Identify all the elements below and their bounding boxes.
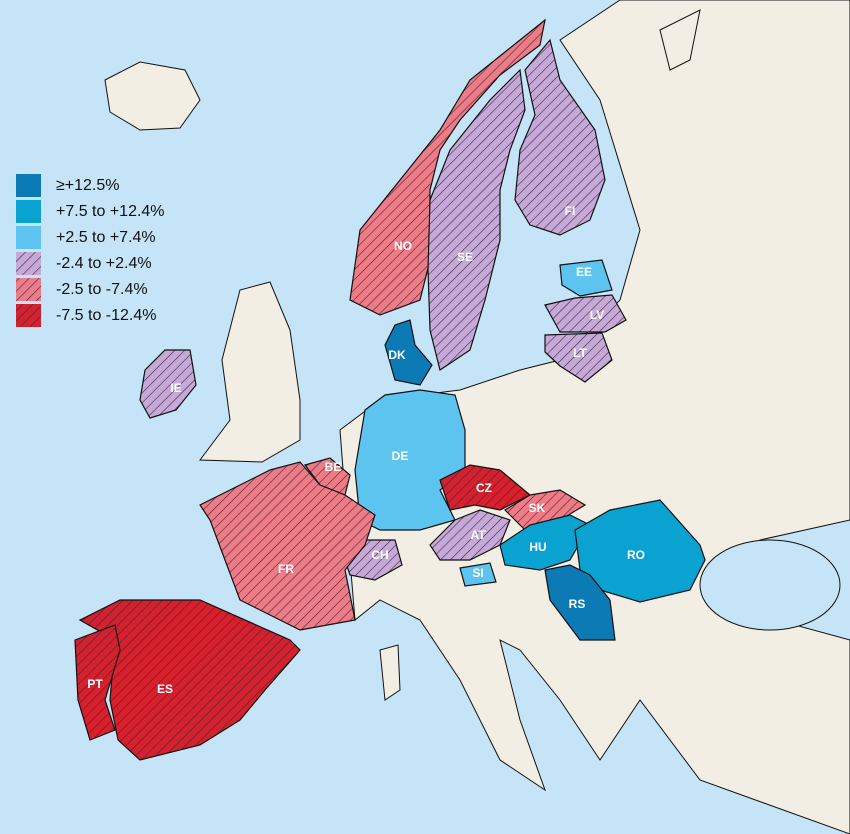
country: LT [544,332,613,383]
legend-swatch [16,226,41,249]
legend-label: ≥+12.5% [56,177,120,194]
legend-swatch [16,174,41,197]
country: SK [504,489,587,531]
country: RS [544,564,616,641]
legend-swatch [16,278,41,301]
country: AT [429,509,511,561]
legend-label: +7.5 to +12.4% [56,203,165,220]
country: BE [303,457,351,496]
legend-swatch [16,200,41,223]
country-label: FR [278,562,294,576]
legend-label: +2.5 to +7.4% [56,229,156,246]
country-label: SE [457,250,473,264]
country: IE [139,349,197,419]
country: CZ [439,464,532,511]
country-label: NO [394,239,412,253]
country-label: SK [529,501,546,515]
legend-label: -2.5 to -7.4% [56,281,148,298]
countries: NO SE FI EE LV LT DK IE DE CZ SK AT CH S… [74,18,706,761]
country-label: LT [573,346,587,360]
country-label: EE [576,265,592,279]
country-label: DE [392,449,409,463]
legend-swatch [16,252,41,275]
legend-label: -2.4 to +2.4% [56,255,152,272]
country-label: LV [590,308,604,322]
country-label: CH [371,548,388,562]
country-label: HU [529,540,546,554]
country: ES [78,599,301,761]
country-label: DK [388,348,406,362]
country-label: AT [470,528,486,542]
country-label: CZ [476,481,492,495]
background-land [104,0,850,834]
country-label: ES [157,682,173,696]
country: LV [544,294,627,333]
country: FI [514,38,606,236]
country-label: SI [472,566,483,580]
country: DK [384,319,433,386]
country-label: RS [569,597,586,611]
country-label: IE [170,381,181,395]
country: SE [427,68,526,371]
legend-swatch [16,304,41,327]
country-label: BE [325,460,342,474]
country: DE [354,389,466,531]
country-label: PT [87,677,103,691]
country: SI [459,562,497,587]
country-label: FI [565,204,576,218]
country: NO [349,18,546,316]
country: FR [199,461,376,631]
black-sea [699,539,841,631]
legend-label: -7.5 to -12.4% [56,307,157,324]
country: EE [559,259,613,297]
country: PT [74,624,121,741]
legend: ≥+12.5% +7.5 to +12.4% +2.5 to +7.4% -2.4 t… [16,174,165,327]
country-label: RO [627,548,645,562]
